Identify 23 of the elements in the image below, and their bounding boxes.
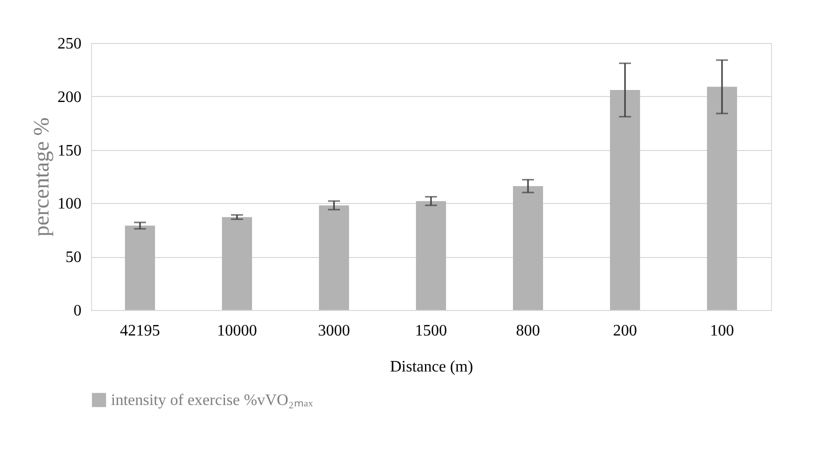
x-axis-title: Distance (m) (390, 358, 474, 376)
bar (610, 90, 640, 310)
x-tick-label: 100 (710, 322, 734, 340)
bar (706, 86, 738, 310)
y-tick-label: 100 (58, 196, 82, 213)
x-tick-label: 200 (613, 322, 638, 340)
legend-label: intensity of exercise %vVO₂ₘₐₓ (111, 392, 314, 409)
x-tick-label: 1500 (415, 322, 447, 340)
x-tick-label: 3000 (318, 322, 350, 340)
bar (124, 226, 156, 310)
bar (318, 205, 350, 310)
x-tick-label: 42195 (120, 322, 160, 340)
y-tick-label: 150 (58, 142, 82, 160)
y-tick-label: 250 (58, 36, 82, 52)
x-tick-label: 800 (516, 322, 540, 340)
x-tick-label: 10000 (216, 322, 257, 340)
bar (512, 186, 544, 310)
y-tick-label: 0 (74, 302, 82, 320)
bar (222, 217, 252, 310)
y-axis-title: percentage % (28, 117, 54, 237)
bar (416, 201, 446, 310)
y-tick-label: 200 (58, 88, 82, 106)
y-tick-label: 50 (66, 249, 82, 266)
